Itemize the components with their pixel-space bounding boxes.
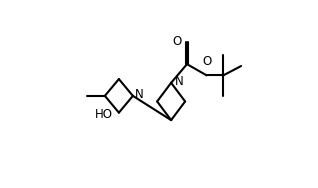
Text: HO: HO <box>95 108 113 121</box>
Text: O: O <box>173 35 182 48</box>
Text: O: O <box>202 55 211 68</box>
Text: N: N <box>135 88 143 102</box>
Text: N: N <box>175 75 184 88</box>
